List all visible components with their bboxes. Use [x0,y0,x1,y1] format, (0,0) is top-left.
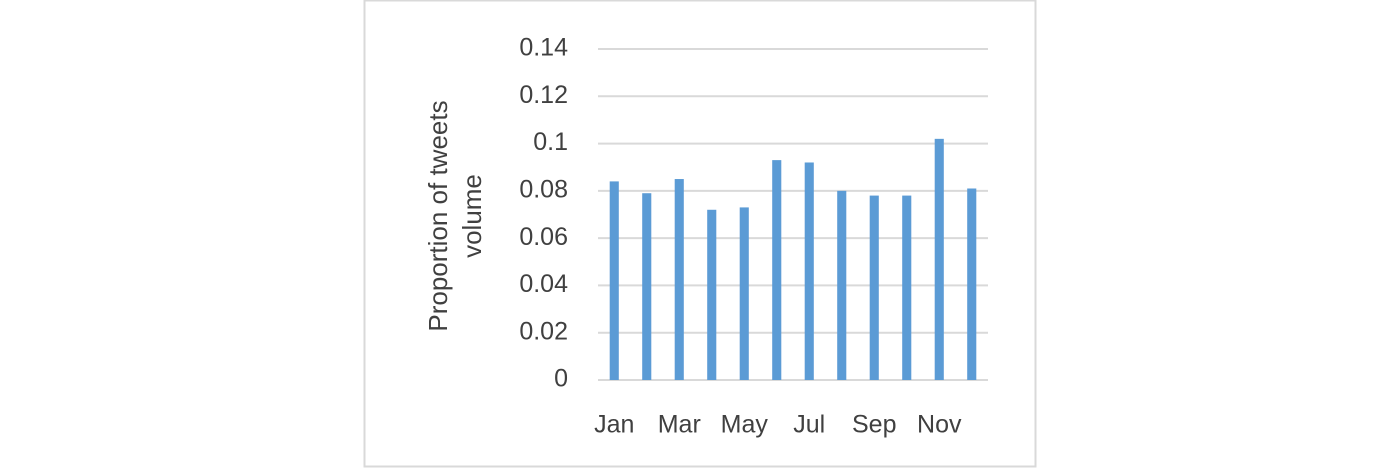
y-axis-label: Proportion of tweets volume [423,100,487,332]
x-tick-label: Nov [917,411,962,439]
y-tick-label: 0.12 [519,81,568,109]
y-tick-label: 0.1 [533,128,568,156]
y-tick-label: 0.14 [519,34,568,62]
x-tick-label: May [721,411,769,439]
bar [967,188,977,380]
bar [772,160,782,380]
bar [934,138,944,380]
bar [869,195,879,380]
x-tick-label: Jan [594,411,634,439]
bar [837,190,847,380]
bar [902,195,912,380]
bar [609,181,619,380]
y-tick-label: 0 [554,365,568,393]
y-tick-label: 0.04 [519,270,568,298]
y-tick-label: 0.02 [519,317,568,345]
bar [707,209,717,380]
y-tick-label: 0.06 [519,223,568,251]
chart-frame [363,0,1037,468]
x-tick-label: Mar [658,411,701,439]
y-tick-label: 0.08 [519,175,568,203]
bar [804,162,814,380]
bar [739,207,749,380]
bar [642,193,652,380]
bar [674,179,684,380]
x-tick-label: Sep [852,411,896,439]
x-tick-label: Jul [793,411,825,439]
